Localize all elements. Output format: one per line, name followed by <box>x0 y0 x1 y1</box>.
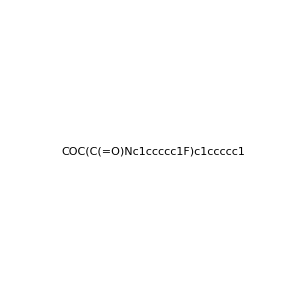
Text: COC(C(=O)Nc1ccccc1F)c1ccccc1: COC(C(=O)Nc1ccccc1F)c1ccccc1 <box>62 146 246 157</box>
